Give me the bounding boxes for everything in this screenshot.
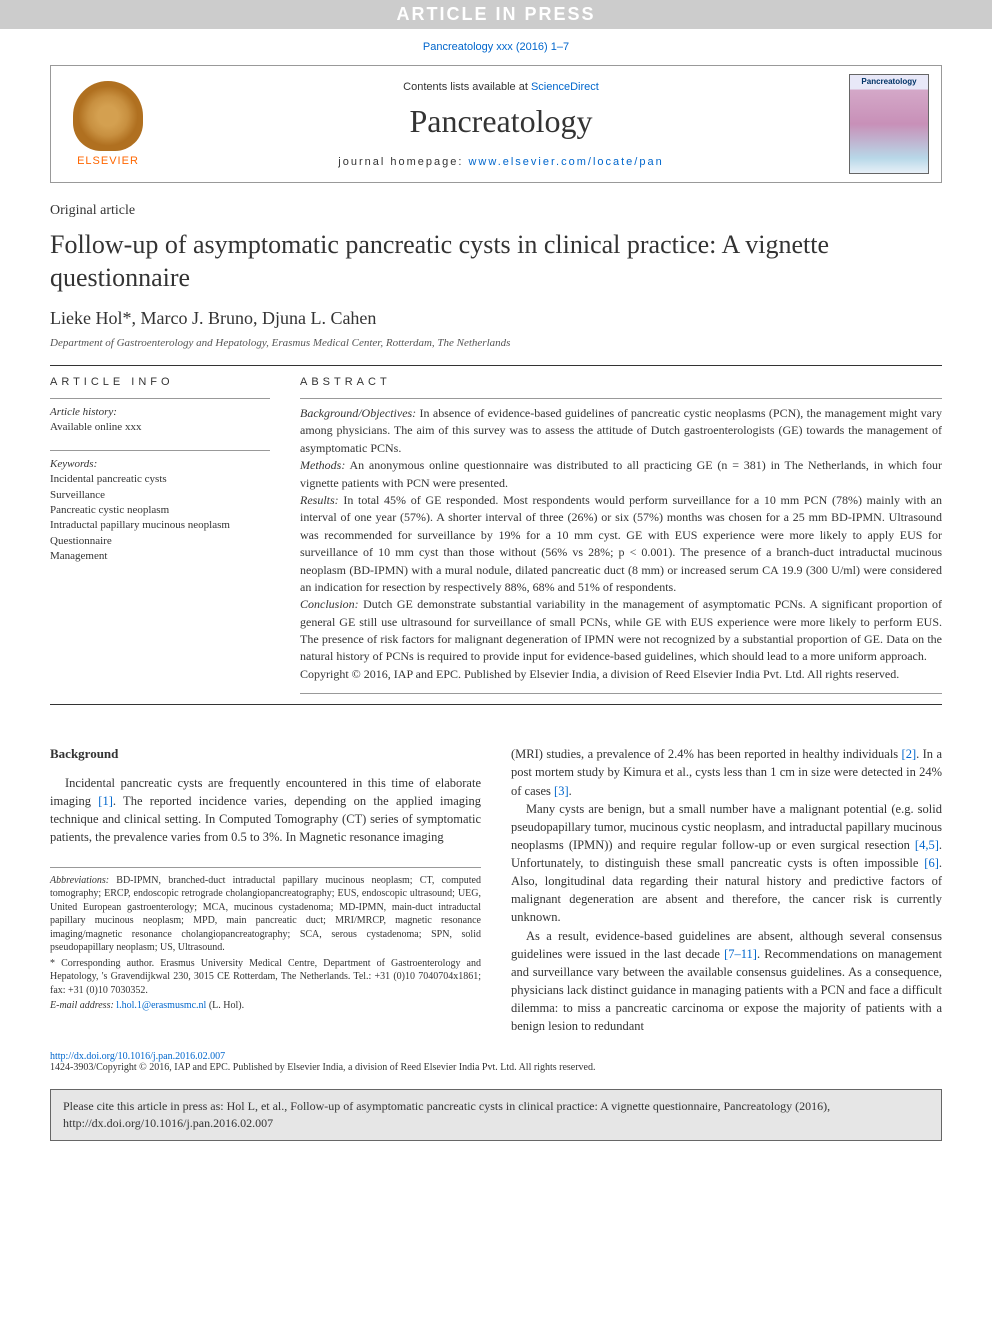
- info-divider: [50, 450, 270, 451]
- abstract-subhead: Methods:: [300, 458, 345, 472]
- body-paragraph: Many cysts are benign, but a small numbe…: [511, 800, 942, 927]
- contents-available: Contents lists available at ScienceDirec…: [153, 81, 849, 93]
- keywords-block: Keywords: Incidental pancreatic cysts Su…: [50, 457, 270, 565]
- journal-cover-thumbnail: Pancreatology: [849, 74, 929, 174]
- affiliation: Department of Gastroenterology and Hepat…: [50, 337, 942, 349]
- doi-link[interactable]: http://dx.doi.org/10.1016/j.pan.2016.02.…: [50, 1051, 225, 1062]
- email-line: E-mail address: l.hol.1@erasmusmc.nl (L.…: [50, 999, 481, 1013]
- abstract-segment: Dutch GE demonstrate substantial variabi…: [300, 597, 942, 663]
- journal-header: ELSEVIER Contents lists available at Sci…: [50, 65, 942, 183]
- keyword: Surveillance: [50, 488, 270, 503]
- citation-box: Please cite this article in press as: Ho…: [50, 1089, 942, 1141]
- abbrev-label: Abbreviations:: [50, 875, 109, 886]
- left-column: Background Incidental pancreatic cysts a…: [50, 745, 481, 1035]
- article-type: Original article: [50, 203, 942, 219]
- abstract-subhead: Results:: [300, 493, 339, 507]
- history-value: Available online xxx: [50, 420, 270, 435]
- article-history: Article history: Available online xxx: [50, 405, 270, 436]
- email-link[interactable]: l.hol.1@erasmusmc.nl: [116, 1000, 206, 1011]
- background-heading: Background: [50, 745, 481, 764]
- right-column: (MRI) studies, a prevalence of 2.4% has …: [511, 745, 942, 1035]
- body-paragraph: Incidental pancreatic cysts are frequent…: [50, 774, 481, 847]
- email-suffix: (L. Hol).: [206, 1000, 244, 1011]
- footnotes: Abbreviations: BD-IPMN, branched-duct in…: [50, 867, 481, 1013]
- body-columns: Background Incidental pancreatic cysts a…: [50, 745, 942, 1035]
- abbrev-text: BD-IPMN, branched-duct intraductal papil…: [50, 875, 481, 954]
- abstract-subhead: Conclusion:: [300, 597, 359, 611]
- abstract-segment: An anonymous online questionnaire was di…: [300, 458, 942, 489]
- header-center: Contents lists available at ScienceDirec…: [153, 81, 849, 168]
- journal-homepage: journal homepage: www.elsevier.com/locat…: [153, 156, 849, 168]
- doi-block: http://dx.doi.org/10.1016/j.pan.2016.02.…: [50, 1051, 942, 1073]
- sciencedirect-link[interactable]: ScienceDirect: [531, 81, 599, 93]
- abstract-subhead: Background/Objectives:: [300, 406, 416, 420]
- body-paragraph: (MRI) studies, a prevalence of 2.4% has …: [511, 745, 942, 799]
- cover-title: Pancreatology: [850, 77, 928, 86]
- info-abstract-row: ARTICLE INFO Article history: Available …: [50, 376, 942, 700]
- abbreviations: Abbreviations: BD-IPMN, branched-duct in…: [50, 874, 481, 955]
- elsevier-logo: ELSEVIER: [63, 74, 153, 174]
- keyword: Incidental pancreatic cysts: [50, 472, 270, 487]
- elsevier-text: ELSEVIER: [77, 155, 139, 167]
- keyword: Management: [50, 549, 270, 564]
- elsevier-tree-icon: [73, 81, 143, 151]
- body-paragraph: As a result, evidence-based guidelines a…: [511, 927, 942, 1036]
- issn-copyright: 1424-3903/Copyright © 2016, IAP and EPC.…: [50, 1062, 942, 1073]
- article-info-head: ARTICLE INFO: [50, 376, 270, 388]
- abstract-column: ABSTRACT Background/Objectives: In absen…: [300, 376, 942, 700]
- abstract-copyright: Copyright © 2016, IAP and EPC. Published…: [300, 667, 899, 681]
- abstract-divider: [300, 693, 942, 694]
- divider: [50, 704, 942, 705]
- contents-prefix: Contents lists available at: [403, 81, 531, 93]
- homepage-prefix: journal homepage:: [338, 156, 468, 168]
- abstract-segment: In total 45% of GE responded. Most respo…: [300, 493, 942, 594]
- homepage-link[interactable]: www.elsevier.com/locate/pan: [468, 156, 663, 168]
- journal-name: Pancreatology: [153, 103, 849, 140]
- citation-top: Pancreatology xxx (2016) 1–7: [50, 29, 942, 65]
- article-in-press-banner: ARTICLE IN PRESS: [0, 0, 992, 29]
- history-label: Article history:: [50, 405, 270, 420]
- authors: Lieke Hol*, Marco J. Bruno, Djuna L. Cah…: [50, 308, 942, 329]
- page-content: Pancreatology xxx (2016) 1–7 ELSEVIER Co…: [0, 29, 992, 1171]
- abstract-divider: [300, 398, 942, 399]
- email-label: E-mail address:: [50, 1000, 116, 1011]
- divider: [50, 365, 942, 366]
- info-divider: [50, 398, 270, 399]
- keyword: Intraductal papillary mucinous neoplasm: [50, 518, 270, 533]
- keyword: Questionnaire: [50, 534, 270, 549]
- abstract-head: ABSTRACT: [300, 376, 942, 388]
- corresponding-author: * Corresponding author. Erasmus Universi…: [50, 957, 481, 998]
- abstract-text: Background/Objectives: In absence of evi…: [300, 405, 942, 683]
- keywords-label: Keywords:: [50, 457, 270, 472]
- article-info-column: ARTICLE INFO Article history: Available …: [50, 376, 270, 700]
- article-title: Follow-up of asymptomatic pancreatic cys…: [50, 229, 942, 294]
- keyword: Pancreatic cystic neoplasm: [50, 503, 270, 518]
